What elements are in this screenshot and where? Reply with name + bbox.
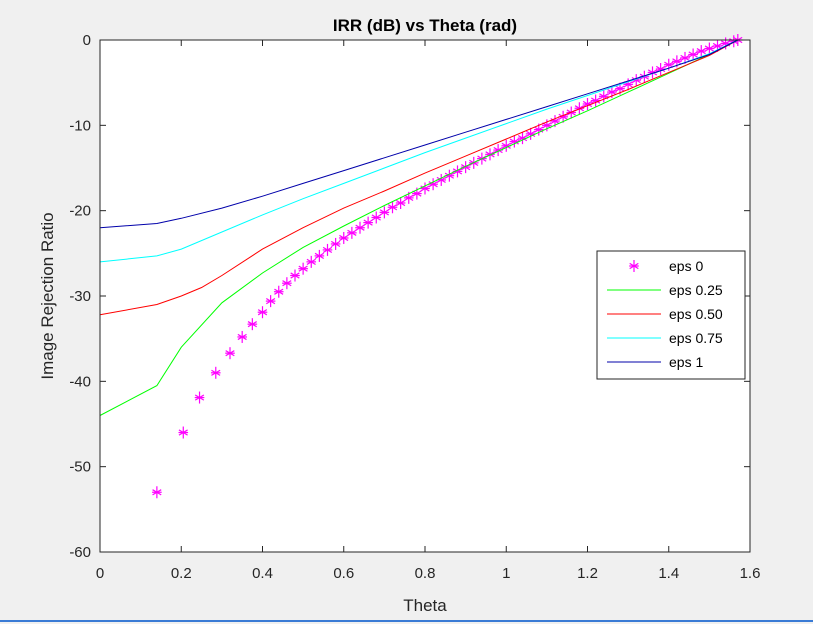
legend-label: eps 1 [669, 354, 703, 370]
data-point [590, 94, 601, 107]
y-tick-label: 0 [83, 32, 91, 49]
data-point [680, 51, 690, 64]
series-line [99, 39, 739, 316]
data-point [322, 243, 333, 256]
data-point [704, 42, 715, 55]
data-point [194, 391, 205, 404]
y-tick-label: -20 [69, 203, 91, 220]
data-point [290, 269, 300, 282]
data-point [314, 249, 325, 262]
data-point [265, 295, 276, 308]
legend-label: eps 0.75 [669, 330, 723, 346]
data-point [696, 45, 707, 58]
data-point [347, 226, 357, 239]
data-point [395, 196, 406, 209]
series-line [99, 39, 739, 263]
data-point [444, 169, 455, 182]
chart-title: IRR (dB) vs Theta (rad) [333, 16, 517, 35]
data-point [247, 318, 258, 331]
data-point [257, 306, 268, 319]
data-point [452, 165, 463, 178]
legend-label: eps 0.50 [669, 306, 723, 322]
data-point [607, 86, 617, 99]
data-point [298, 262, 308, 275]
series-line [99, 39, 739, 416]
data-point [436, 173, 447, 186]
legend[interactable]: eps 0 eps 0.25 eps 0.50 eps 0.75 eps 1 [596, 250, 746, 380]
data-point [330, 237, 341, 250]
y-axis-title: Image Rejection Ratio [38, 212, 57, 379]
data-point [655, 63, 666, 76]
series-2 [99, 39, 739, 316]
x-tick-label: 1.6 [740, 565, 761, 582]
y-tick-label: -40 [69, 373, 91, 390]
data-point [237, 330, 247, 343]
tick-layer: 0 0.2 0.4 0.6 0.8 1 1.2 1.4 1.6 0 -10 -20 -30 -40 -50 -… [69, 32, 760, 582]
series-line [99, 39, 739, 229]
data-point [428, 178, 438, 191]
x-tick-label: 1.2 [577, 565, 598, 582]
legend-item[interactable]: eps 0 [629, 258, 703, 274]
data-point [178, 426, 189, 439]
x-tick-label: 1 [502, 565, 510, 582]
legend-item[interactable]: eps 0.25 [607, 282, 723, 298]
data-point [338, 231, 349, 244]
data-point [355, 221, 365, 234]
data-point [525, 127, 536, 140]
series-3 [99, 39, 739, 263]
series-4 [99, 39, 739, 229]
data-point [363, 216, 373, 229]
x-tick-label: 0.6 [333, 565, 354, 582]
legend-swatch [629, 260, 639, 272]
y-tick-label: -50 [69, 459, 91, 476]
x-tick-label: 0 [96, 565, 104, 582]
legend-item[interactable]: eps 0.50 [607, 306, 723, 322]
data-point [282, 277, 292, 290]
data-point [152, 486, 162, 499]
legend-label: eps 0 [669, 258, 703, 274]
data-point [501, 139, 512, 152]
data-point [509, 135, 520, 148]
series-layer [99, 34, 743, 499]
data-point [688, 48, 698, 61]
data-point [306, 255, 317, 268]
x-tick-label: 0.4 [252, 565, 273, 582]
data-point [273, 285, 284, 298]
data-point [210, 366, 221, 379]
data-point [387, 201, 398, 214]
data-point [379, 206, 390, 219]
x-tick-label: 1.4 [658, 565, 679, 582]
legend-item[interactable]: eps 1 [607, 354, 703, 370]
legend-item[interactable]: eps 0.75 [607, 330, 723, 346]
x-axis-title: Theta [403, 596, 447, 615]
y-tick-label: -30 [69, 288, 91, 305]
legend-box [596, 250, 746, 380]
window-bottom-border [0, 620, 813, 622]
x-tick-label: 0.2 [171, 565, 192, 582]
data-point [371, 211, 382, 224]
y-tick-label: -60 [69, 544, 91, 561]
x-tick-label: 0.8 [415, 565, 436, 582]
series-1 [99, 39, 739, 416]
data-point [225, 347, 235, 360]
data-point [663, 58, 674, 71]
legend-label: eps 0.25 [669, 282, 723, 298]
y-tick-label: -10 [69, 117, 91, 134]
